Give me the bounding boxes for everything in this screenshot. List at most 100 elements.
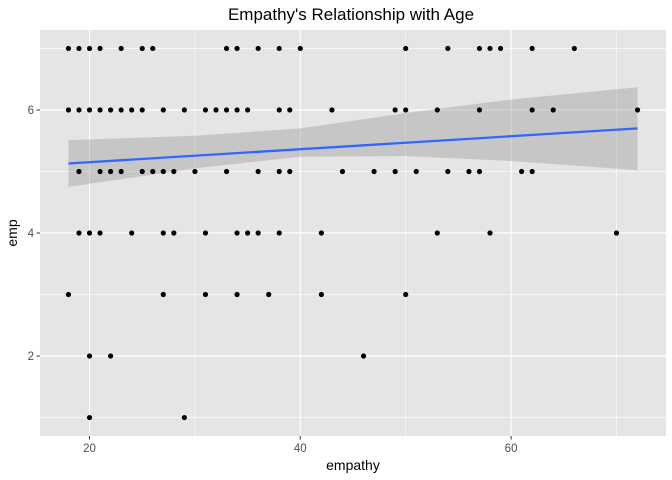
data-point — [223, 45, 230, 52]
data-point — [129, 230, 135, 236]
data-point — [150, 168, 156, 175]
data-point — [160, 291, 166, 298]
data-point — [497, 45, 504, 52]
data-point — [318, 230, 324, 236]
data-point — [234, 107, 240, 113]
y-axis-title: emp — [4, 219, 20, 246]
data-point — [171, 230, 177, 236]
data-point — [613, 230, 620, 236]
data-point — [86, 230, 93, 236]
data-point — [160, 107, 166, 113]
data-point — [434, 230, 440, 236]
data-point — [255, 45, 261, 52]
data-point — [118, 107, 124, 113]
data-point — [202, 107, 209, 113]
data-point — [213, 107, 219, 113]
data-point — [65, 45, 72, 52]
x-axis-title: empathy — [326, 457, 380, 473]
data-point — [287, 168, 293, 175]
data-point — [297, 45, 303, 52]
data-point — [519, 168, 525, 175]
data-point — [476, 168, 483, 175]
data-point — [476, 45, 483, 52]
data-point — [434, 107, 440, 113]
data-point — [550, 107, 556, 113]
data-point — [445, 45, 451, 52]
major-gridlines — [40, 30, 666, 436]
data-point — [97, 168, 103, 175]
y-tick-label: 6 — [28, 105, 34, 117]
data-point — [529, 45, 535, 52]
data-point — [276, 168, 282, 175]
data-point — [118, 45, 124, 52]
data-point — [276, 107, 282, 113]
data-point — [529, 168, 535, 175]
y-tick-label: 4 — [28, 228, 35, 240]
data-point — [234, 291, 240, 298]
data-point — [487, 45, 493, 52]
data-point — [160, 168, 166, 175]
data-point — [403, 45, 409, 52]
data-point — [76, 230, 82, 236]
data-point — [255, 230, 261, 236]
data-point — [329, 107, 335, 113]
data-point — [223, 168, 230, 175]
data-point — [466, 168, 472, 175]
data-point — [255, 168, 261, 175]
x-tick-label: 60 — [505, 443, 518, 455]
data-point — [97, 107, 103, 113]
data-point — [86, 45, 93, 52]
data-point — [413, 168, 419, 175]
data-point — [65, 107, 72, 113]
chart-title: Empathy's Relationship with Age — [228, 5, 474, 24]
data-point — [108, 168, 114, 175]
data-point — [139, 45, 145, 52]
data-point — [192, 168, 198, 175]
trend-line-layer — [68, 127, 638, 165]
data-point — [371, 168, 377, 175]
data-point — [276, 45, 282, 52]
data-point — [287, 107, 293, 113]
data-point — [476, 107, 483, 113]
data-point — [403, 291, 409, 298]
data-point — [97, 230, 103, 236]
confidence-band-layer — [68, 87, 638, 187]
data-point — [445, 168, 451, 175]
x-axis: 20 40 60 — [83, 436, 517, 455]
data-point — [108, 353, 114, 359]
data-point — [171, 168, 177, 175]
trend-line — [68, 127, 638, 165]
data-point — [202, 291, 209, 298]
data-point — [76, 168, 82, 175]
data-point — [392, 107, 398, 113]
x-tick-label: 40 — [294, 443, 307, 455]
data-point — [245, 107, 251, 113]
data-point — [360, 353, 367, 359]
data-point — [266, 291, 272, 298]
data-point — [634, 107, 641, 113]
data-point — [529, 107, 535, 113]
data-point — [76, 45, 82, 52]
data-point — [245, 230, 251, 236]
y-axis: 2 4 6 — [28, 105, 40, 363]
data-point — [97, 45, 103, 52]
data-point — [139, 107, 145, 113]
data-point — [86, 107, 93, 113]
data-point — [339, 168, 346, 175]
data-point — [223, 107, 230, 113]
x-tick-label: 20 — [83, 443, 96, 455]
data-point — [86, 353, 93, 359]
data-point — [150, 45, 156, 52]
data-point — [108, 107, 114, 113]
data-point — [139, 168, 145, 175]
data-point — [403, 107, 409, 113]
y-tick-label: 2 — [28, 351, 34, 363]
confidence-band — [68, 87, 638, 187]
data-point — [129, 107, 135, 113]
data-point — [234, 45, 240, 52]
data-point — [571, 45, 577, 52]
data-point — [202, 230, 209, 236]
data-point — [487, 230, 493, 236]
data-point — [118, 168, 124, 175]
data-point — [318, 291, 324, 298]
